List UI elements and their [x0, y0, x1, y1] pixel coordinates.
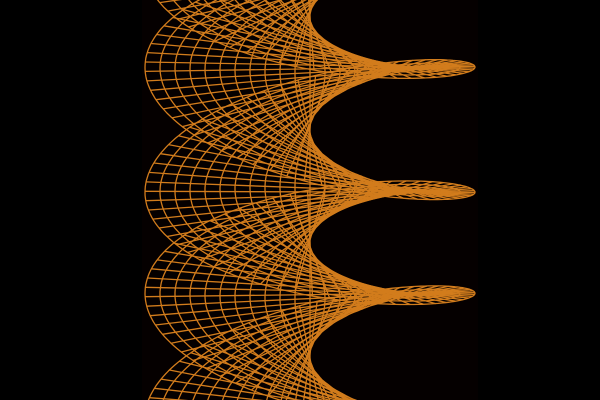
wireframe-line	[303, 75, 317, 182]
wireframe-line	[188, 0, 283, 28]
wireframe-line	[291, 0, 350, 76]
wireframe-line	[297, 79, 323, 186]
wireframe-line	[223, 213, 397, 305]
wireframe-line	[187, 181, 433, 254]
wireframe-line	[169, 369, 326, 400]
wireframe-line	[167, 0, 231, 12]
wireframe-line	[245, 0, 317, 54]
wireframe-line	[267, 293, 353, 397]
wireframe-line	[278, 0, 366, 78]
wireframe-line	[176, 181, 444, 246]
wireframe-line	[181, 285, 439, 353]
wireframe-line	[235, 288, 385, 384]
wireframe-line	[154, 387, 264, 400]
wireframe-line	[190, 352, 348, 400]
wireframe-line	[228, 180, 392, 274]
wireframe-line	[229, 0, 314, 48]
wireframe-line	[193, 59, 427, 136]
wireframe-line	[158, 184, 462, 229]
wireframe-line	[219, 287, 401, 377]
wireframe-line	[236, 62, 384, 159]
wireframe-line	[217, 336, 353, 400]
wireframe-line	[261, 0, 319, 59]
wireframe-line	[160, 378, 303, 400]
wireframe-line	[166, 183, 454, 238]
wireframe-line	[251, 290, 369, 391]
wireframe-line	[272, 197, 348, 302]
wireframe-line	[199, 180, 421, 261]
wireframe-line	[177, 0, 262, 20]
wireframe-surface	[144, 0, 476, 400]
wireframe-line	[308, 0, 315, 71]
wireframe-line	[306, 190, 314, 297]
wireframe-line	[203, 343, 352, 400]
wireframe-line	[252, 64, 368, 165]
wireframe-line	[205, 285, 415, 370]
wireframe-line	[200, 0, 298, 35]
wireframe-line	[246, 96, 374, 196]
wireframe-line	[221, 60, 399, 152]
wireframe-line	[303, 301, 318, 400]
wireframe-line	[298, 305, 319, 400]
wireframe-line	[192, 285, 428, 362]
wireframe-line	[264, 316, 340, 400]
wireframe-line	[269, 67, 351, 171]
wireframe-line	[179, 360, 340, 400]
wireframe-line	[232, 329, 351, 400]
wireframe-line	[248, 322, 347, 400]
wireframe-line	[174, 0, 446, 400]
wireframe-line	[207, 59, 413, 144]
